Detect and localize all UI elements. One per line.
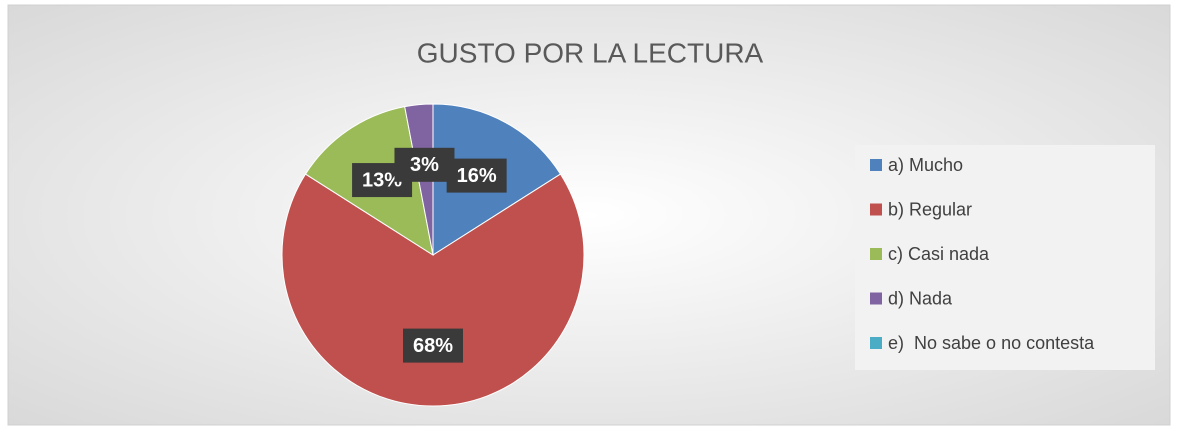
legend-swatch: [870, 248, 882, 260]
data-label-box: [403, 328, 463, 363]
legend-swatch: [870, 292, 882, 305]
legend-swatch: [870, 337, 882, 349]
legend-swatch: [870, 203, 882, 216]
data-label: 3%: [410, 154, 439, 176]
legend-swatch: [870, 159, 882, 171]
legend-label: a) Mucho: [888, 155, 963, 175]
data-label-box: [446, 158, 507, 193]
legend-label: e) No sabe o no contesta: [888, 333, 1095, 353]
legend: [855, 145, 1155, 370]
legend-label: d) Nada: [888, 288, 953, 308]
data-label: 68%: [413, 335, 453, 357]
pie-slice: [281, 173, 585, 407]
data-label-box: [394, 147, 455, 182]
legend-label: c) Casi nada: [888, 244, 990, 264]
data-label: 13%: [362, 169, 402, 191]
data-label: 16%: [457, 165, 497, 187]
legend-label: b) Regular: [888, 199, 972, 219]
chart-title: GUSTO POR LA LECTURA: [417, 37, 764, 68]
